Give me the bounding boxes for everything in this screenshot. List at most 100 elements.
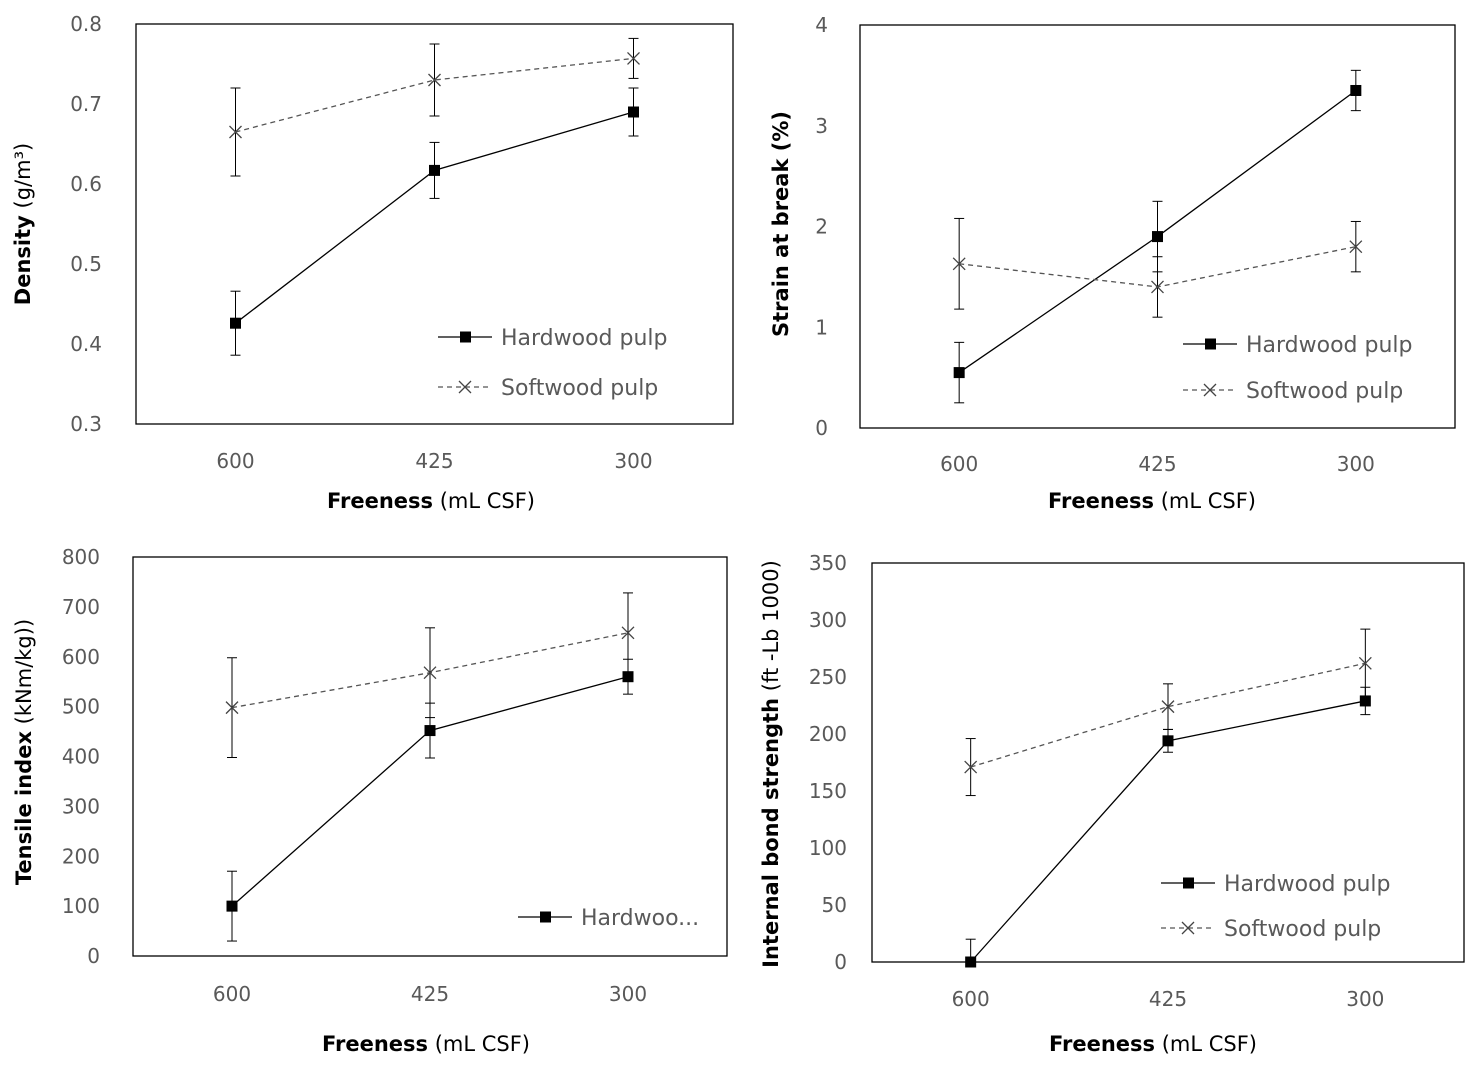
chart-3: 0 100 200 300 400 500 600 700 800 600 425 300 Freene… <box>12 545 728 1056</box>
plot-area <box>132 556 728 957</box>
y-axis-label: Internal bond strength (ft -Lb 1000) <box>759 560 783 968</box>
y-axis-label: Strain at break (%) <box>769 111 793 337</box>
data-point <box>424 725 436 737</box>
y-tick-label: 0 <box>834 950 847 974</box>
series-hardwood <box>965 686 1371 968</box>
chart-4: 0 50 100 150 200 250 300 350 600 425 300 Freeness (… <box>759 551 1465 1056</box>
chart-2: 0 1 2 3 4 600 425 300 Freeness (mL CSF) Strain at… <box>769 13 1456 513</box>
y-axis-label-bold: Tensile index <box>12 731 36 886</box>
y-tick-label: 350 <box>809 551 847 575</box>
legend-label-softwood: Softwood pulp <box>1224 917 1381 942</box>
x-axis-label-unit: (mL CSF) <box>433 489 535 513</box>
data-point <box>230 317 241 329</box>
x-axis-label-bold: Freeness <box>322 1032 428 1056</box>
x-tick-label: 300 <box>1346 987 1384 1011</box>
y-axis-label-bold: Internal bond strength <box>759 698 783 968</box>
data-point <box>1349 240 1363 254</box>
x-axis-label: Freeness (mL CSF) <box>1048 489 1256 513</box>
legend-marker-softwood <box>458 380 472 394</box>
x-tick-label: 425 <box>415 449 453 473</box>
data-point <box>1161 700 1175 714</box>
legend: Hardwoo... <box>518 906 699 931</box>
series-softwood <box>952 217 1363 318</box>
data-point <box>428 73 441 87</box>
legend-label-hardwood: Hardwood pulp <box>1224 872 1391 897</box>
legend-label-softwood: Softwood pulp <box>501 376 658 401</box>
data-point <box>622 671 634 683</box>
y-tick-label: 250 <box>809 665 847 689</box>
data-point <box>953 367 965 379</box>
legend-label-hardwood: Hardwoo... <box>581 906 699 931</box>
data-point <box>621 626 635 640</box>
legend-marker-softwood <box>1181 921 1195 935</box>
data-point <box>627 51 640 65</box>
y-tick-label: 300 <box>809 608 847 632</box>
x-tick-label: 600 <box>216 449 254 473</box>
legend: Hardwood pulp Softwood pulp <box>1161 872 1391 942</box>
y-tick-label: 150 <box>809 779 847 803</box>
series-hardwood <box>226 658 634 942</box>
legend: Hardwood pulp Softwood pulp <box>438 326 668 401</box>
x-tick-label: 300 <box>609 982 647 1006</box>
legend-label-hardwood: Hardwood pulp <box>1246 333 1413 358</box>
legend-label-hardwood: Hardwood pulp <box>501 326 668 351</box>
data-point <box>429 164 440 176</box>
series-hardwood <box>230 87 639 356</box>
series-softwood <box>964 628 1372 797</box>
x-tick-label: 425 <box>1149 987 1187 1011</box>
y-tick-label: 700 <box>62 595 100 619</box>
legend-marker-hardwood <box>460 331 471 343</box>
data-point <box>229 125 242 139</box>
y-axis-label-unit: (kNm/kg)) <box>12 619 36 731</box>
x-tick-label: 300 <box>1337 452 1375 476</box>
data-point <box>628 106 639 118</box>
legend-marker-hardwood <box>1205 338 1216 350</box>
y-axis-label-unit: (ft -Lb 1000) <box>759 560 783 698</box>
x-axis-label-unit: (mL CSF) <box>1154 489 1256 513</box>
y-tick-label: 100 <box>809 836 847 860</box>
y-tick-label: 3 <box>815 114 828 138</box>
x-axis-label: Freeness (mL CSF) <box>322 1032 530 1056</box>
x-axis-label: Freeness (mL CSF) <box>327 489 535 513</box>
y-tick-label: 2 <box>815 215 828 239</box>
plot-area <box>859 24 1456 429</box>
data-point <box>1151 280 1164 294</box>
data-point <box>965 956 977 968</box>
x-tick-label: 425 <box>411 982 449 1006</box>
y-tick-label: 0 <box>815 416 828 440</box>
y-tick-label: 0 <box>87 944 100 968</box>
y-tick-label: 100 <box>62 894 100 918</box>
y-tick-label: 500 <box>62 695 100 719</box>
x-tick-label: 600 <box>940 452 978 476</box>
data-point <box>225 701 239 715</box>
data-point <box>1350 84 1362 96</box>
y-tick-label: 600 <box>62 645 100 669</box>
data-point <box>1162 735 1174 747</box>
legend-marker-softwood <box>1203 383 1217 397</box>
data-point <box>423 666 437 680</box>
plot-area <box>871 562 1465 963</box>
x-axis-label-bold: Freeness <box>327 489 433 513</box>
y-tick-label: 0.4 <box>70 332 102 356</box>
data-point <box>952 257 966 271</box>
series-hardwood <box>953 69 1362 404</box>
x-axis-label: Freeness (mL CSF) <box>1049 1032 1257 1056</box>
y-tick-label: 200 <box>809 722 847 746</box>
x-tick-label: 300 <box>614 449 652 473</box>
y-tick-label: 0.6 <box>70 172 102 196</box>
legend-marker-hardwood <box>1183 877 1194 889</box>
y-axis-label-bold: Strain at break (%) <box>769 111 793 337</box>
data-point <box>226 900 238 912</box>
legend: Hardwood pulp Softwood pulp <box>1183 333 1413 404</box>
y-axis-label-bold: Density <box>11 215 35 305</box>
series-softwood <box>225 592 635 758</box>
data-point <box>1358 656 1372 670</box>
plot-area <box>135 23 734 425</box>
chart-1: 0.3 0.4 0.5 0.6 0.7 0.8 600 425 300 Freeness (mL … <box>11 12 734 513</box>
x-tick-label: 425 <box>1138 452 1176 476</box>
y-tick-label: 4 <box>815 13 828 37</box>
y-tick-label: 0.3 <box>70 412 102 436</box>
y-tick-label: 200 <box>62 844 100 868</box>
x-axis-label-unit: (mL CSF) <box>1155 1032 1257 1056</box>
